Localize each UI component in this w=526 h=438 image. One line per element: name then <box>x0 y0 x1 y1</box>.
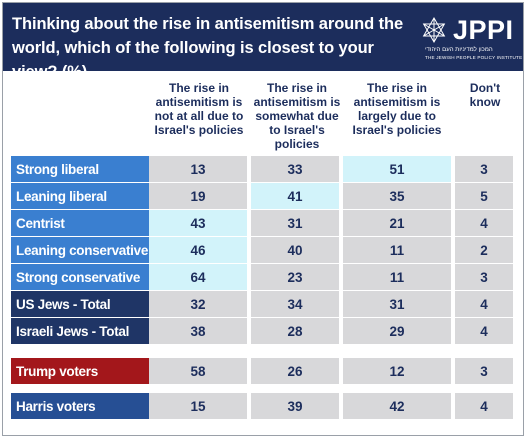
table-cell: 13 <box>149 156 247 182</box>
star-of-david-icon <box>422 17 446 43</box>
table-cell: 35 <box>343 183 451 209</box>
table-cell: 39 <box>251 393 339 419</box>
table-cell: 58 <box>149 358 247 384</box>
column-header-3: The rise in antisemitism is largely due … <box>352 81 442 137</box>
table-cell: 11 <box>343 237 451 263</box>
row-label: Centrist <box>11 210 149 236</box>
table-cell: 33 <box>251 156 339 182</box>
column-header-2: The rise in antisemitism is somewhat due… <box>253 81 341 151</box>
row-label: US Jews - Total <box>11 291 149 317</box>
table-cell: 5 <box>455 183 513 209</box>
table-cell: 42 <box>343 393 451 419</box>
table-cell: 15 <box>149 393 247 419</box>
column-header-4: Don't know <box>469 81 501 109</box>
table-cell: 26 <box>251 358 339 384</box>
table-cell: 12 <box>343 358 451 384</box>
row-label: Leaning liberal <box>11 183 149 209</box>
table-cell: 31 <box>343 291 451 317</box>
table-cell: 4 <box>455 393 513 419</box>
table-cell: 34 <box>251 291 339 317</box>
table-cell: 40 <box>251 237 339 263</box>
logo-name: JPPI <box>453 15 514 45</box>
table-cell: 3 <box>455 264 513 290</box>
column-header-1: The rise in antisemitism is not at all d… <box>154 81 244 137</box>
table-cell: 23 <box>251 264 339 290</box>
header-bar: Thinking about the rise in antisemitism … <box>3 3 523 81</box>
table-cell: 31 <box>251 210 339 236</box>
table-cell: 4 <box>455 318 513 344</box>
table-cell: 21 <box>343 210 451 236</box>
logo-english: THE JEWISH PEOPLE POLICY INSTITUTE <box>425 55 523 60</box>
row-label: Trump voters <box>11 358 149 384</box>
table-cell: 38 <box>149 318 247 344</box>
row-label: Strong liberal <box>11 156 149 182</box>
row-label: Strong conservative <box>11 264 149 290</box>
table-cell: 2 <box>455 237 513 263</box>
jppi-logo: JPPI המכון למדיניות העם היהודי THE JEWIS… <box>419 11 523 65</box>
table-cell: 4 <box>455 210 513 236</box>
logo-hebrew: המכון למדיניות העם היהודי <box>425 47 493 53</box>
row-label: Israeli Jews - Total <box>11 318 149 344</box>
table-cell: 3 <box>455 156 513 182</box>
table-cell: 3 <box>455 358 513 384</box>
table-cell: 51 <box>343 156 451 182</box>
table-cell: 11 <box>343 264 451 290</box>
table-cell: 46 <box>149 237 247 263</box>
table-cell: 64 <box>149 264 247 290</box>
table-cell: 29 <box>343 318 451 344</box>
row-label: Leaning conservative <box>11 237 149 263</box>
table-cell: 32 <box>149 291 247 317</box>
chart-title: Thinking about the rise in antisemitism … <box>12 15 404 81</box>
table-cell: 19 <box>149 183 247 209</box>
table-cell: 28 <box>251 318 339 344</box>
table-cell: 43 <box>149 210 247 236</box>
row-label: Harris voters <box>11 393 149 419</box>
table-cell: 41 <box>251 183 339 209</box>
table-cell: 4 <box>455 291 513 317</box>
